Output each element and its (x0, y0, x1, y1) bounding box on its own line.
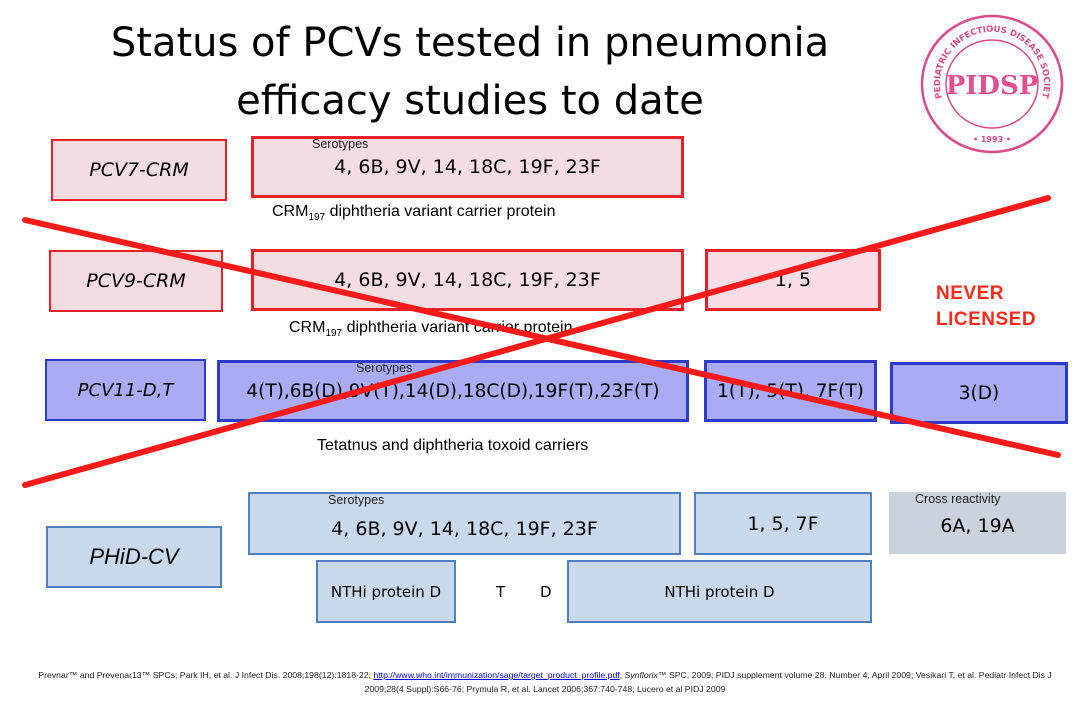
phid-serotypes-caption: Serotypes (328, 493, 385, 507)
slide-title: Status of PCVs tested in pneumonia effic… (110, 20, 830, 124)
pcv7-carrier: CRM197 diphtheria variant carrier protei… (272, 203, 556, 224)
pcv11-carrier: Tetatnus and diphtheria toxoid carriers (317, 437, 589, 454)
pcv11-serotypes: 4(T),6B(D),9V(T),14(D),18C(D),19F(T),23F… (217, 360, 689, 422)
phid-label: PHiD-CV (46, 526, 222, 588)
pcv7-serotypes-caption: Serotypes (312, 137, 369, 151)
pcv7-serotypes: 4, 6B, 9V, 14, 18C, 19F, 23F (251, 136, 684, 198)
pcv9-carrier: CRM197 diphtheria variant carrier protei… (289, 319, 573, 340)
references-footnote: Prevnar™ and Prevenar13™ SPCs; Park IH, … (38, 670, 1052, 694)
pcv11-extra-serotype-3: 3(D) (890, 362, 1068, 424)
pcv11-label: PCV11-D,T (45, 359, 206, 421)
pcv9-extra-serotypes: 1, 5 (705, 249, 881, 311)
logo-year: • 1993 • (973, 135, 1011, 144)
pcv11-serotypes-caption: Serotypes (356, 361, 413, 375)
pcv7-label: PCV7-CRM (51, 139, 227, 201)
phid-extra-serotypes: 1, 5, 7F (694, 492, 872, 555)
phid-t-label: T (496, 583, 506, 601)
phid-protein-d-box-2: NTHi protein D (567, 560, 872, 623)
pidsp-logo: PEDIATRIC INFECTIOUS DISEASE SOCIETY OF … (918, 14, 1064, 154)
pcv9-serotypes: 4, 6B, 9V, 14, 18C, 19F, 23F (251, 249, 684, 311)
never-licensed-note: NEVER LICENSED (936, 283, 1037, 330)
phid-cross-reactivity: 6A, 19A (889, 492, 1066, 554)
logo-acronym: PIDSP (946, 71, 1039, 101)
phid-d-label: D (540, 583, 552, 601)
pcv11-extra-serotypes: 1(T), 5(T), 7F(T) (704, 360, 877, 422)
phid-protein-d-box-1: NTHi protein D (316, 560, 456, 623)
pcv9-label: PCV9-CRM (49, 250, 223, 312)
phid-serotypes: 4, 6B, 9V, 14, 18C, 19F, 23F (248, 492, 681, 555)
phid-cross-caption: Cross reactivity (915, 492, 1001, 506)
who-tpp-link[interactable]: http://www.who.int/immunization/sage/tar… (373, 670, 620, 680)
